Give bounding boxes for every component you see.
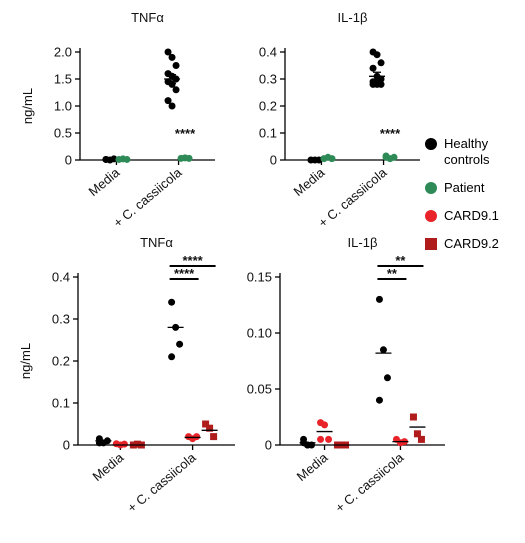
data-point [176, 340, 184, 348]
legend-swatch [425, 210, 437, 222]
data-point [164, 97, 172, 105]
y-tick-label: 0 [265, 438, 272, 453]
data-point [102, 155, 110, 163]
data-point [193, 433, 201, 441]
data-point [382, 152, 390, 160]
y-axis-label: ng/mL [18, 343, 33, 379]
data-point [164, 48, 172, 56]
data-point [377, 59, 385, 67]
data-point [210, 433, 218, 441]
y-tick-label: 0.2 [259, 99, 277, 114]
data-point [168, 353, 176, 361]
legend-marker [425, 138, 437, 150]
y-tick-label: 0.15 [247, 270, 272, 285]
significance-label: ** [395, 253, 406, 268]
data-point [325, 435, 333, 443]
legend-marker [425, 210, 437, 222]
legend-item: CARD9.1 [424, 208, 524, 224]
data-point [168, 102, 176, 110]
chart-title: TNFα [140, 235, 173, 250]
data-point [168, 53, 176, 61]
data-point [379, 346, 387, 354]
legend-item: Healthy controls [424, 136, 524, 168]
data-point [123, 155, 131, 163]
y-tick-label: 0.4 [52, 270, 70, 285]
data-point [168, 298, 176, 306]
y-tick-label: 0.4 [259, 45, 277, 60]
x-tick-label: Media [90, 449, 127, 484]
data-point [413, 430, 421, 438]
data-point [321, 421, 329, 429]
data-point [369, 64, 377, 72]
significance-label: **** [182, 253, 203, 268]
x-tick-label: + C. cassiicola [315, 164, 390, 230]
data-point [206, 424, 214, 432]
data-point [120, 440, 128, 448]
data-point [409, 413, 417, 421]
x-tick-label: + C. cassiicola [124, 449, 199, 515]
y-tick-label: 0 [65, 153, 72, 168]
x-tick-label: + C. cassiicola [332, 449, 407, 515]
legend: Healthy controls Patient CARD9.1 CARD9.2 [424, 136, 524, 264]
significance-label: ** [387, 266, 398, 281]
chart-title: IL-1β [338, 10, 368, 25]
legend-label: Healthy controls [444, 136, 490, 167]
significance-label: **** [174, 266, 195, 281]
data-point [317, 435, 325, 443]
y-tick-label: 0.1 [52, 396, 70, 411]
data-point [375, 396, 383, 404]
y-tick-label: 0.5 [54, 126, 72, 141]
data-point [328, 155, 336, 163]
data-point [172, 86, 180, 94]
data-point [375, 295, 383, 303]
y-tick-label: 0.2 [52, 354, 70, 369]
legend-swatch [425, 138, 437, 150]
y-tick-label: 2.0 [54, 45, 72, 60]
data-point [202, 420, 210, 428]
y-tick-label: 0.05 [247, 382, 272, 397]
data-point [373, 80, 381, 88]
y-tick-label: 0 [63, 438, 70, 453]
legend-swatch [425, 238, 437, 250]
data-point [417, 435, 425, 443]
legend-label: CARD9.2 [444, 236, 499, 251]
y-tick-label: 0.10 [247, 326, 272, 341]
data-point [390, 153, 398, 161]
data-point [383, 374, 391, 382]
x-tick-label: Media [294, 449, 331, 484]
y-axis-label: ng/mL [20, 88, 35, 124]
y-tick-label: 0.3 [52, 312, 70, 327]
legend-item: CARD9.2 [424, 236, 524, 252]
data-point [168, 80, 176, 88]
legend-swatch [425, 182, 437, 194]
legend-marker [425, 182, 437, 194]
significance-label: **** [175, 126, 196, 141]
data-point [133, 440, 141, 448]
y-tick-label: 1.0 [54, 99, 72, 114]
x-tick-label: Media [86, 164, 123, 199]
data-point [172, 62, 180, 69]
data-point [373, 51, 381, 59]
data-point [185, 154, 193, 162]
legend-marker [425, 238, 437, 250]
y-tick-label: 0 [270, 153, 277, 168]
legend-item: Patient [424, 180, 524, 196]
y-tick-label: 0.1 [259, 126, 277, 141]
chart-title: TNFα [131, 10, 164, 25]
legend-label: Patient [444, 180, 485, 195]
y-tick-label: 1.5 [54, 72, 72, 87]
chart-title: IL-1β [348, 235, 378, 250]
legend-label: CARD9.1 [444, 208, 499, 223]
x-tick-label: Media [291, 164, 328, 199]
x-tick-label: + C. cassiicola [110, 164, 185, 230]
significance-label: **** [380, 126, 401, 141]
y-tick-label: 0.3 [259, 72, 277, 87]
